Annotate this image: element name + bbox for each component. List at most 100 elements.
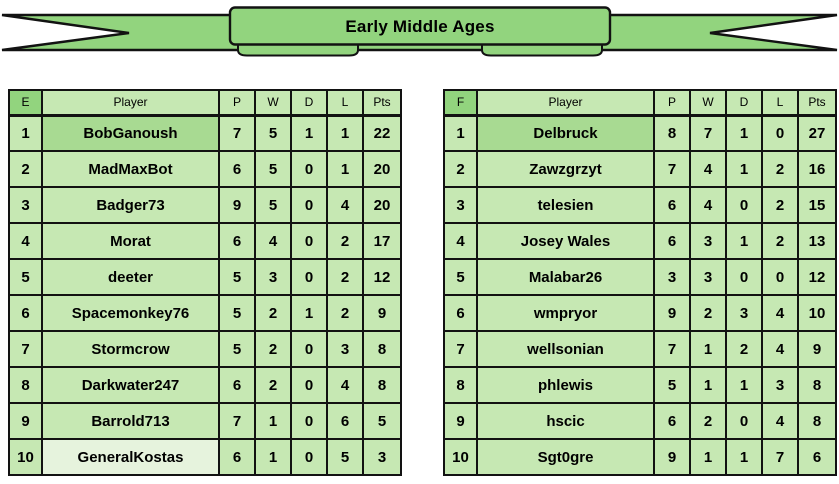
- stat-cell: 12: [797, 258, 837, 296]
- rank-cell: 10: [443, 438, 478, 476]
- stat-cell: 2: [254, 366, 292, 404]
- stat-cell: 1: [725, 222, 763, 260]
- stat-cell: 1: [689, 330, 727, 368]
- stat-cell: 1: [725, 366, 763, 404]
- league-table-group-f: F Player P W D L Pts 1 Delbruck 8 7 1 0 27 2 Zawzgrzyt 7…: [443, 89, 837, 476]
- stat-cell: 0: [725, 186, 763, 224]
- rank-cell: 7: [8, 330, 43, 368]
- stat-cell: 2: [761, 186, 799, 224]
- player-cell: Morat: [41, 222, 220, 260]
- player-cell: Malabar26: [476, 258, 655, 296]
- stat-cell: 8: [797, 366, 837, 404]
- stat-cell: 1: [326, 114, 364, 152]
- rank-cell: 1: [443, 114, 478, 152]
- rank-cell: 3: [8, 186, 43, 224]
- stat-cell: 6: [218, 438, 256, 476]
- stat-cell: 0: [290, 150, 328, 188]
- table-row: 2 Zawzgrzyt 7 4 1 2 16: [443, 150, 837, 188]
- column-header-player: Player: [476, 89, 655, 117]
- stat-cell: 0: [725, 402, 763, 440]
- stat-cell: 1: [725, 114, 763, 152]
- stat-cell: 2: [761, 222, 799, 260]
- column-header-p: P: [653, 89, 691, 117]
- stat-cell: 7: [218, 114, 256, 152]
- table-row: 9 Barrold713 7 1 0 6 5: [8, 402, 402, 440]
- stat-cell: 2: [689, 402, 727, 440]
- rank-cell: 2: [443, 150, 478, 188]
- player-cell: Josey Wales: [476, 222, 655, 260]
- table-row: 4 Josey Wales 6 3 1 2 13: [443, 222, 837, 260]
- rank-cell: 6: [443, 294, 478, 332]
- stat-cell: 7: [761, 438, 799, 476]
- stat-cell: 4: [689, 186, 727, 224]
- table-row: 1 Delbruck 8 7 1 0 27: [443, 114, 837, 152]
- table-row: 10 GeneralKostas 6 1 0 5 3: [8, 438, 402, 476]
- stat-cell: 9: [362, 294, 402, 332]
- group-label-cell: F: [443, 89, 478, 117]
- stat-cell: 7: [689, 114, 727, 152]
- table-row: 10 Sgt0gre 9 1 1 7 6: [443, 438, 837, 476]
- player-cell: Stormcrow: [41, 330, 220, 368]
- player-cell: wellsonian: [476, 330, 655, 368]
- stat-cell: 7: [653, 330, 691, 368]
- rank-cell: 3: [443, 186, 478, 224]
- player-cell: Zawzgrzyt: [476, 150, 655, 188]
- player-cell: hscic: [476, 402, 655, 440]
- league-table-group-e: E Player P W D L Pts 1 BobGanoush 7 5 1 1 22 2 MadMaxBo…: [8, 89, 402, 476]
- stat-cell: 1: [689, 366, 727, 404]
- column-header-w: W: [689, 89, 727, 117]
- stat-cell: 1: [254, 438, 292, 476]
- stat-cell: 8: [362, 330, 402, 368]
- stat-cell: 1: [725, 150, 763, 188]
- stat-cell: 6: [797, 438, 837, 476]
- stat-cell: 5: [254, 186, 292, 224]
- table-row: 7 wellsonian 7 1 2 4 9: [443, 330, 837, 368]
- stat-cell: 0: [290, 186, 328, 224]
- stat-cell: 2: [254, 330, 292, 368]
- player-cell: Darkwater247: [41, 366, 220, 404]
- stat-cell: 13: [797, 222, 837, 260]
- stat-cell: 9: [653, 294, 691, 332]
- stat-cell: 3: [689, 258, 727, 296]
- stat-cell: 3: [326, 330, 364, 368]
- stat-cell: 4: [761, 402, 799, 440]
- stat-cell: 4: [761, 294, 799, 332]
- stat-cell: 2: [326, 222, 364, 260]
- stat-cell: 3: [725, 294, 763, 332]
- stat-cell: 15: [797, 186, 837, 224]
- stat-cell: 1: [689, 438, 727, 476]
- table-row: 9 hscic 6 2 0 4 8: [443, 402, 837, 440]
- rank-cell: 8: [8, 366, 43, 404]
- table-row: 6 Spacemonkey76 5 2 1 2 9: [8, 294, 402, 332]
- stat-cell: 1: [290, 114, 328, 152]
- rank-cell: 4: [443, 222, 478, 260]
- table-row: 3 Badger73 9 5 0 4 20: [8, 186, 402, 224]
- column-header-l: L: [761, 89, 799, 117]
- stat-cell: 17: [362, 222, 402, 260]
- stat-cell: 12: [362, 258, 402, 296]
- rank-cell: 5: [443, 258, 478, 296]
- stat-cell: 4: [761, 330, 799, 368]
- stat-cell: 2: [761, 150, 799, 188]
- player-cell: Delbruck: [476, 114, 655, 152]
- stat-cell: 9: [653, 438, 691, 476]
- column-header-player: Player: [41, 89, 220, 117]
- rank-cell: 5: [8, 258, 43, 296]
- table-row: 2 MadMaxBot 6 5 0 1 20: [8, 150, 402, 188]
- player-cell: Badger73: [41, 186, 220, 224]
- stat-cell: 4: [689, 150, 727, 188]
- player-cell: telesien: [476, 186, 655, 224]
- table-row: 3 telesien 6 4 0 2 15: [443, 186, 837, 224]
- stat-cell: 0: [290, 258, 328, 296]
- stat-cell: 27: [797, 114, 837, 152]
- stat-cell: 16: [797, 150, 837, 188]
- stat-cell: 2: [689, 294, 727, 332]
- rank-cell: 4: [8, 222, 43, 260]
- column-header-d: D: [725, 89, 763, 117]
- stat-cell: 0: [290, 330, 328, 368]
- player-cell: MadMaxBot: [41, 150, 220, 188]
- player-cell: Barrold713: [41, 402, 220, 440]
- stat-cell: 9: [218, 186, 256, 224]
- stat-cell: 4: [254, 222, 292, 260]
- column-header-pts: Pts: [797, 89, 837, 117]
